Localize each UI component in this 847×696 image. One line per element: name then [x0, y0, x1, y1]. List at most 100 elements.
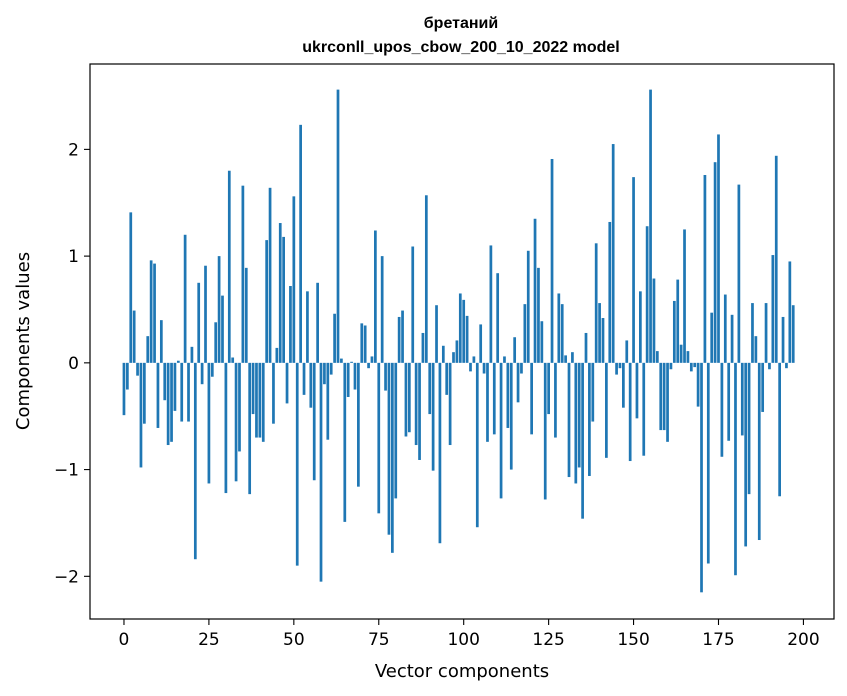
y-tick-label-1: 1 [68, 247, 79, 267]
bar-135 [581, 362, 584, 519]
bar-94 [441, 345, 445, 363]
bar-11 [159, 320, 163, 363]
bar-179 [730, 314, 734, 363]
bar-181 [737, 184, 741, 363]
y-tick-label--2: −2 [54, 567, 79, 587]
x-tick-label-25: 25 [198, 630, 220, 650]
bar-31 [227, 170, 231, 363]
bar-139 [594, 243, 598, 363]
bar-30 [224, 362, 228, 494]
bar-191 [771, 255, 775, 363]
bar-183 [744, 362, 748, 547]
bar-83 [404, 362, 408, 437]
bar-40 [258, 362, 262, 438]
bar-17 [180, 362, 184, 422]
bar-160 [666, 362, 669, 442]
bar-51 [295, 362, 299, 566]
bar-165 [683, 229, 686, 363]
bar-90 [428, 362, 432, 415]
bar-86 [414, 362, 418, 446]
bar-145 [615, 362, 618, 375]
bar-62 [333, 313, 336, 363]
bar-16 [176, 360, 180, 363]
bar-89 [424, 195, 428, 363]
x-axis-label: Vector components [375, 661, 549, 682]
bar-76 [380, 256, 384, 363]
chart-title-line1: бретаний [424, 15, 498, 32]
bar-176 [720, 362, 724, 457]
bar-108 [489, 245, 493, 363]
bar-21 [193, 362, 197, 560]
bar-85 [411, 246, 415, 363]
bar-115 [513, 337, 517, 363]
bar-182 [740, 362, 744, 436]
bar-73 [370, 356, 374, 363]
bar-147 [622, 362, 625, 408]
bar-70 [360, 323, 364, 363]
bar-187 [757, 362, 761, 541]
bar-18 [183, 234, 187, 363]
bar-74 [374, 230, 377, 363]
bar-161 [669, 362, 673, 370]
bar-42 [265, 240, 269, 363]
bar-13 [166, 362, 170, 446]
bar-163 [676, 279, 680, 363]
x-tick-label-125: 125 [532, 630, 564, 650]
bar-185 [751, 303, 754, 363]
bar-54 [306, 291, 309, 363]
bar-34 [238, 362, 241, 452]
bar-117 [520, 362, 523, 374]
bar-69 [357, 362, 360, 487]
bar-155 [649, 89, 652, 363]
bar-19 [187, 362, 190, 422]
bar-36 [244, 267, 248, 363]
x-tick-label-100: 100 [447, 630, 479, 650]
y-tick-label--1: −1 [54, 461, 79, 481]
bar-113 [506, 362, 510, 428]
bar-124 [543, 362, 547, 500]
chart-title-line2: ukrconll_upos_cbow_200_10_2022 model [302, 39, 619, 56]
bar-134 [577, 362, 581, 468]
bar-92 [435, 305, 438, 363]
bar-103 [472, 356, 476, 363]
bar-178 [727, 362, 731, 441]
bar-104 [475, 362, 479, 528]
bar-58 [319, 362, 323, 582]
bar-180 [734, 362, 737, 576]
bar-63 [336, 89, 340, 363]
x-tick-label-150: 150 [617, 630, 649, 650]
bar-32 [231, 357, 235, 363]
y-tick-label-2: 2 [68, 140, 79, 160]
bar-107 [486, 362, 489, 442]
bar-166 [686, 351, 690, 363]
bar-82 [401, 310, 404, 363]
bar-59 [323, 362, 326, 385]
bar-22 [197, 282, 201, 363]
bar-52 [299, 124, 302, 363]
x-tick-label-175: 175 [702, 630, 734, 650]
bar-162 [672, 300, 676, 363]
bar-144 [611, 144, 615, 363]
bar-131 [567, 362, 571, 478]
bar-27 [214, 322, 218, 363]
bar-175 [717, 134, 720, 363]
bar-112 [503, 356, 506, 363]
bar-111 [499, 362, 503, 499]
bar-25 [207, 362, 211, 484]
bar-57 [316, 282, 319, 363]
bar-61 [329, 362, 333, 375]
bar-48 [285, 362, 289, 404]
bar-29 [221, 295, 224, 363]
x-tick-label-200: 200 [787, 630, 819, 650]
bar-35 [241, 185, 245, 363]
bar-125 [547, 362, 550, 415]
x-ticks-group: 0 25 50 75 100 125 150 175 200 [119, 619, 820, 650]
bar-39 [255, 362, 258, 438]
bar-44 [272, 362, 275, 424]
bar-101 [465, 315, 469, 363]
bar-71 [363, 325, 367, 363]
bar-148 [625, 340, 629, 363]
bar-41 [261, 362, 265, 442]
x-tick-label-0: 0 [119, 630, 130, 650]
bar-45 [275, 347, 279, 363]
